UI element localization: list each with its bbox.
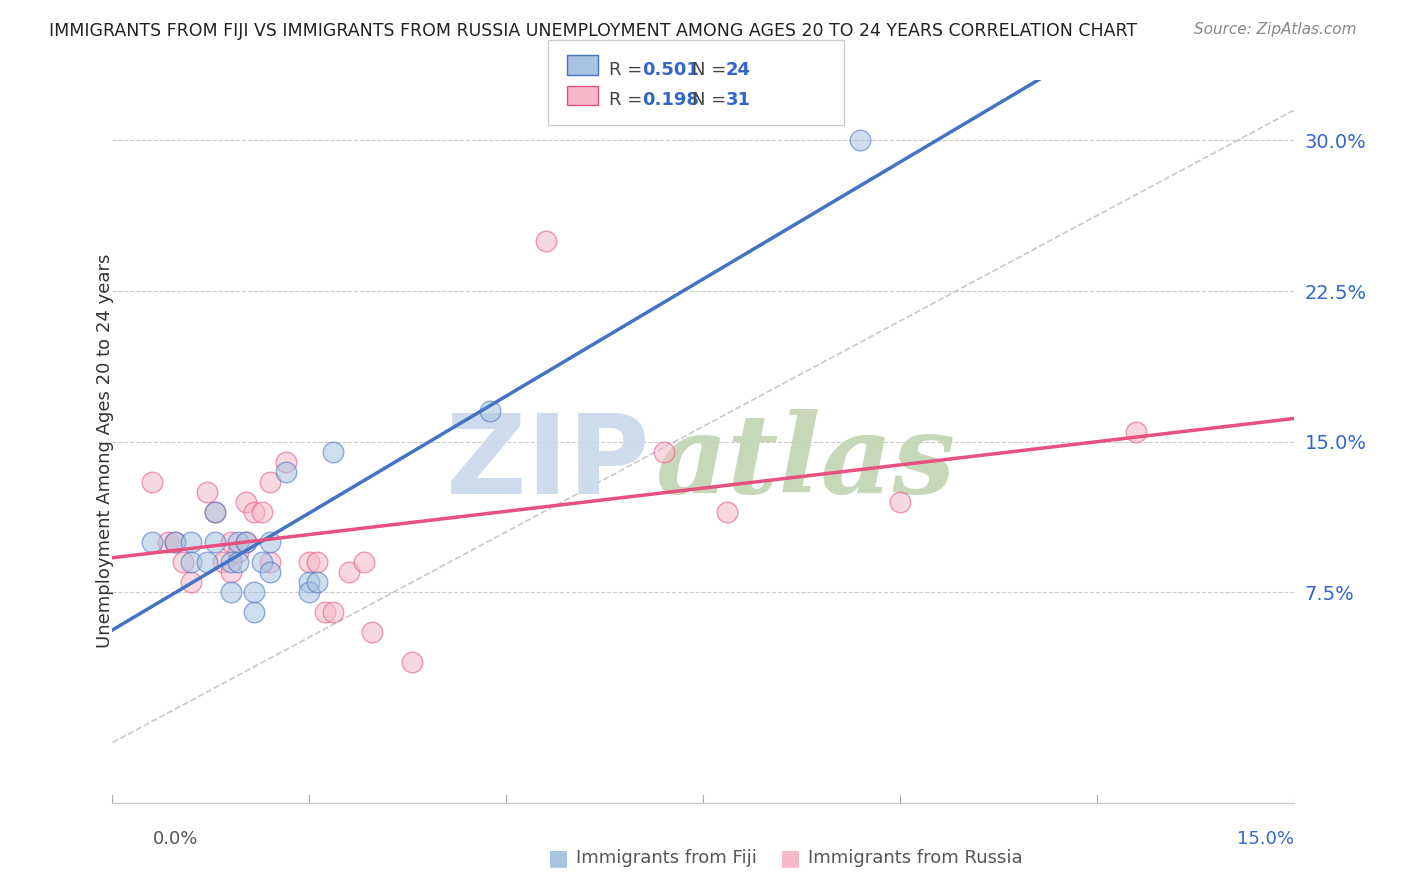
Point [250,505,273,519]
Point [716,505,738,519]
Point [243,585,266,599]
Point [243,505,266,519]
Point [180,555,202,569]
Point [195,555,218,569]
Text: 15.0%: 15.0% [1237,830,1294,847]
Text: N =: N = [692,61,731,78]
Point [228,535,250,549]
Point [298,555,321,569]
Point [165,535,187,549]
Text: Unemployment Among Ages 20 to 24 years: Unemployment Among Ages 20 to 24 years [97,253,114,648]
Point [235,494,257,508]
Point [259,475,281,489]
Point [228,545,250,559]
Point [1125,425,1147,439]
Point [141,535,163,549]
Text: 0.501: 0.501 [643,61,699,78]
Text: atlas: atlas [655,409,956,517]
Text: ■: ■ [548,848,569,868]
Point [219,535,242,549]
Point [204,535,226,549]
Point [259,565,281,579]
Point [204,505,226,519]
Point [401,655,423,669]
Point [235,535,257,549]
Point [361,625,384,640]
Point [307,555,329,569]
Point [889,494,911,508]
Point [211,555,233,569]
Point [228,555,250,569]
Point [156,535,179,549]
Point [250,555,273,569]
Point [534,234,557,248]
Point [259,535,281,549]
Point [274,455,297,469]
Text: R =: R = [609,61,648,78]
Point [298,585,321,599]
Point [274,465,297,479]
Text: N =: N = [692,91,731,109]
Point [219,565,242,579]
Point [165,535,187,549]
Text: 31: 31 [725,91,751,109]
Text: ZIP: ZIP [447,409,650,516]
Point [172,555,194,569]
Point [259,555,281,569]
Point [652,444,675,458]
Text: ■: ■ [780,848,801,868]
Point [243,605,266,619]
Point [180,575,202,590]
Point [322,605,344,619]
Point [219,555,242,569]
Point [298,575,321,590]
Point [219,585,242,599]
Text: Source: ZipAtlas.com: Source: ZipAtlas.com [1194,22,1357,37]
Point [195,484,218,499]
Text: IMMIGRANTS FROM FIJI VS IMMIGRANTS FROM RUSSIA UNEMPLOYMENT AMONG AGES 20 TO 24 : IMMIGRANTS FROM FIJI VS IMMIGRANTS FROM … [49,22,1137,40]
Point [204,505,226,519]
Text: R =: R = [609,91,648,109]
Point [141,475,163,489]
Point [180,535,202,549]
Point [307,575,329,590]
Text: 0.0%: 0.0% [153,830,198,847]
Point [479,404,502,418]
Text: 0.198: 0.198 [643,91,700,109]
Point [849,133,872,147]
Point [235,535,257,549]
Point [314,605,336,619]
Point [322,444,344,458]
Point [337,565,360,579]
Point [353,555,375,569]
Text: Immigrants from Russia: Immigrants from Russia [808,849,1024,867]
Text: Immigrants from Fiji: Immigrants from Fiji [576,849,758,867]
Text: 24: 24 [725,61,751,78]
